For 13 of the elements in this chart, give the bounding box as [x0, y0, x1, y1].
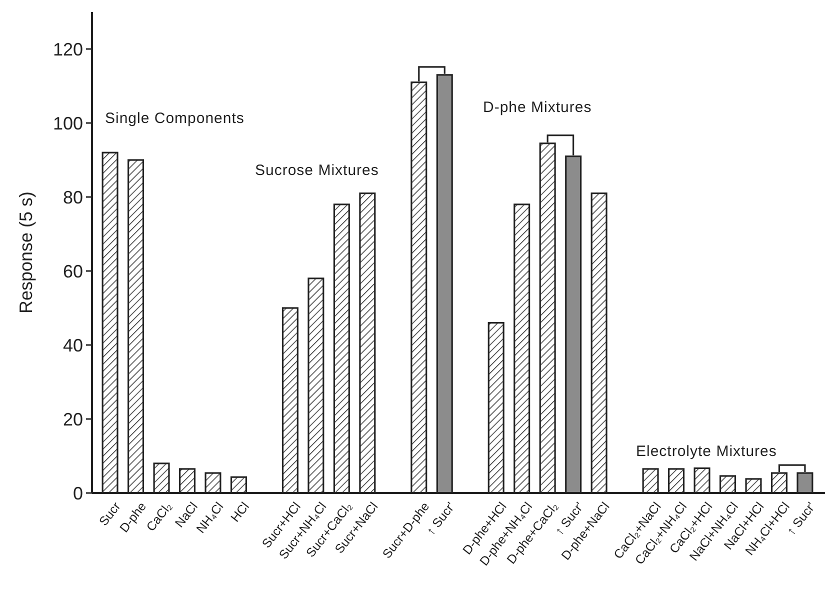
y-tick-label: 80 [62, 187, 83, 208]
x-tick-label: HCl [228, 500, 252, 525]
y-tick-label: 120 [52, 39, 83, 60]
annotation: Sucrose Mixtures [255, 162, 379, 179]
annotation: D-phe Mixtures [483, 98, 592, 116]
y-tick-label: 100 [52, 113, 83, 134]
y-tick-label: 60 [62, 261, 83, 282]
y-tick-label: 40 [62, 335, 83, 356]
y-axis-title: Response (5 s) [16, 191, 36, 314]
y-tick-label: 20 [62, 409, 83, 430]
annotation: Electrolyte Mixtures [636, 443, 777, 460]
y-tick-label: 0 [72, 483, 83, 504]
annotation: Single Components [105, 110, 244, 127]
